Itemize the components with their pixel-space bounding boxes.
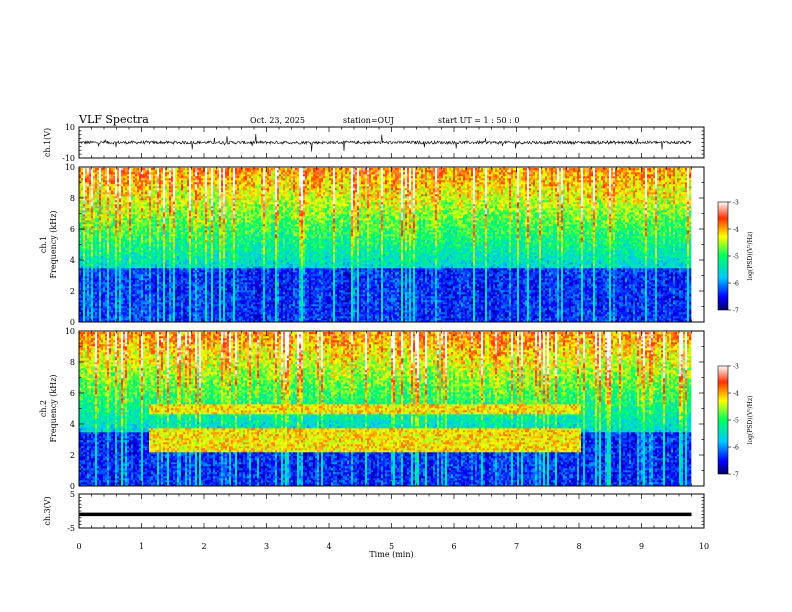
y-tick-label: 10 <box>65 163 75 172</box>
g-spec2-cells <box>79 332 692 487</box>
y-tick-label: 4 <box>70 420 75 429</box>
y-tick-label: 4 <box>70 256 75 265</box>
y-tick-label: 2 <box>70 451 75 460</box>
x-tick-label: 6 <box>451 542 456 551</box>
x-axis-label: Time (min) <box>369 550 413 559</box>
ch2-spectrogram-panel: 0 2 4 6 8 10 ch.2 Frequency (kHz) <box>39 327 705 491</box>
station-label: station=OUJ <box>343 116 394 125</box>
colorbar-tick-label: -3 <box>733 200 739 207</box>
y-tick-label: 0 <box>70 318 75 327</box>
spectrogram-ylabel: Frequency (kHz) <box>49 210 58 278</box>
y-tick-label: -5 <box>67 524 75 533</box>
x-tick-label: 4 <box>326 542 331 551</box>
colorbar-tick-label: -4 <box>733 391 739 398</box>
colorbar-gradient <box>717 201 729 311</box>
y-tick-label: 10 <box>65 327 75 336</box>
y-tick-label: 2 <box>70 287 75 296</box>
x-tick-label: 1 <box>139 542 144 551</box>
g-spec1-cells <box>79 168 692 323</box>
x-tick-label: 2 <box>201 542 206 551</box>
ch3-waveform-panel: -5 5 ch.3(V) <box>43 490 705 533</box>
x-tick-label: 0 <box>76 542 81 551</box>
y-tick-label: 6 <box>70 225 75 234</box>
colorbar-tick-label: -3 <box>733 364 739 371</box>
spectrogram-ylabel: Frequency (kHz) <box>49 374 58 442</box>
colorbar-tick-label: -5 <box>733 418 739 425</box>
ch1-waveform-panel: -10 10 ch.1(V) <box>43 123 705 163</box>
start-time-label: start UT = 1 : 50 : 0 <box>438 116 519 125</box>
spectrogram-channel-label: ch.2 <box>39 400 48 417</box>
y-tick-label: 5 <box>70 490 75 499</box>
x-tick-label: 8 <box>576 542 581 551</box>
colorbar-tick-label: -5 <box>733 254 739 261</box>
y-tick-label: 10 <box>65 123 75 132</box>
ch1-colorbar: -3 -4 -5 -6 -7 log(PSD)(V²/Hz) <box>717 200 754 315</box>
colorbar-gradient <box>717 365 729 475</box>
y-tick-label: 8 <box>70 194 75 203</box>
ch3-ylabel: ch.3(V) <box>43 496 52 525</box>
spectrogram-blank-tail <box>691 167 704 322</box>
colorbar-tick-label: -7 <box>733 308 739 315</box>
y-tick-label: 0 <box>70 482 75 491</box>
x-tick-label: 7 <box>514 542 519 551</box>
ch3-waveform-frame <box>78 493 705 529</box>
ch2-colorbar: -3 -4 -5 -6 -7 log(PSD)(V²/Hz) <box>717 364 754 479</box>
y-tick-label: 6 <box>70 389 75 398</box>
time-axis: 0 1 2 3 4 5 6 7 8 9 10 Time (min) <box>76 542 709 559</box>
colorbar-tick-label: -7 <box>733 472 739 479</box>
date-label: Oct. 23, 2025 <box>250 116 305 125</box>
colorbar-label: log(PSD)(V²/Hz) <box>747 396 754 445</box>
y-tick-label: 8 <box>70 358 75 367</box>
spectrogram-channel-label: ch.1 <box>39 236 48 253</box>
y-tick-label: -10 <box>62 154 75 163</box>
colorbar-label: log(PSD)(V²/Hz) <box>747 232 754 281</box>
x-tick-label: 3 <box>264 542 269 551</box>
ch1-spectrogram-panel: 0 2 4 6 8 10 ch.1 Frequency (kHz) <box>39 163 705 327</box>
ch1-ylabel: ch.1(V) <box>43 128 52 157</box>
figure-title: VLF Spectra <box>79 113 149 126</box>
spectrogram-blank-tail <box>691 331 704 486</box>
x-tick-label: 10 <box>699 542 709 551</box>
colorbar-tick-label: -6 <box>733 281 739 288</box>
ch1-waveform-line <box>79 133 692 152</box>
colorbar-tick-label: -4 <box>733 227 739 234</box>
x-tick-label: 5 <box>389 542 394 551</box>
colorbar-tick-label: -6 <box>733 445 739 452</box>
x-tick-label: 9 <box>639 542 644 551</box>
